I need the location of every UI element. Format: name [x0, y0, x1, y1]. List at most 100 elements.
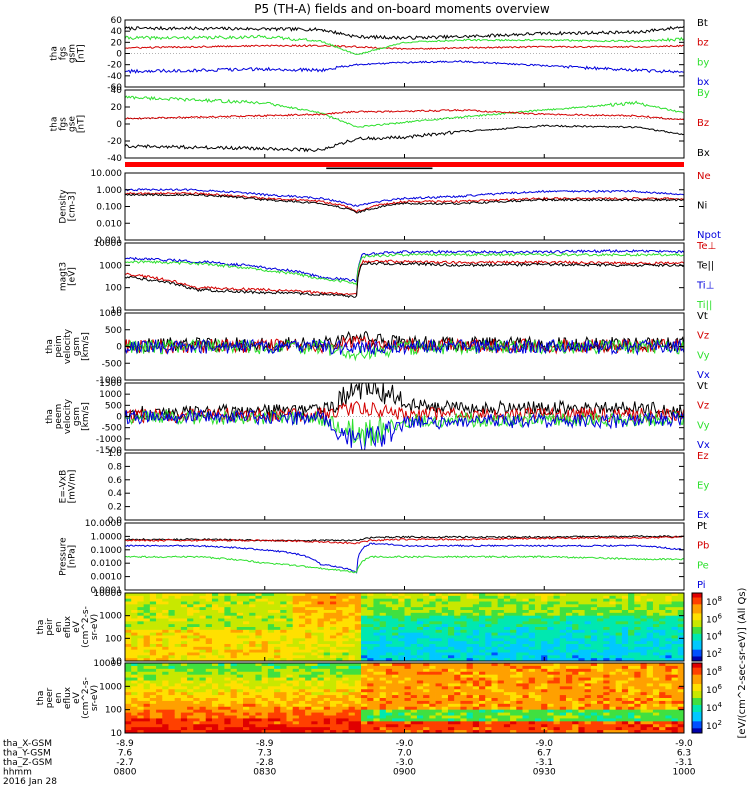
- spectrogram-cell: [516, 709, 523, 713]
- spectrogram-cell: [348, 629, 356, 634]
- spectrogram-cell: [292, 593, 300, 597]
- series-line-Bt: [124, 25, 685, 41]
- spectrogram-cell: [286, 721, 294, 725]
- spectrogram-cell: [187, 621, 194, 625]
- spectrogram-cell: [410, 700, 418, 705]
- spectrogram-cell: [410, 641, 418, 645]
- spectrogram-cell: [156, 641, 163, 645]
- spectrogram-cell: [628, 610, 635, 614]
- spectrogram-cell: [441, 724, 449, 728]
- spectrogram-cell: [609, 612, 617, 617]
- spectrogram-cell: [441, 709, 449, 713]
- spectrogram-cell: [311, 677, 318, 681]
- spectrogram-cell: [665, 692, 672, 696]
- spectrogram-cell: [174, 655, 182, 659]
- spectrogram-cell: [249, 668, 256, 673]
- spectrogram-cell: [410, 665, 418, 670]
- spectrogram-cell: [379, 692, 387, 696]
- spectrogram-cell: [193, 607, 200, 611]
- spectrogram-cell: [342, 671, 349, 676]
- spectrogram-cell: [615, 686, 623, 690]
- spectrogram-cell: [125, 700, 132, 705]
- spectrogram-cell: [392, 686, 399, 690]
- spectrogram-cell: [168, 721, 176, 725]
- spectrogram-cell: [137, 698, 145, 702]
- spectrogram-cell: [305, 658, 312, 662]
- spectrogram-cell: [199, 698, 207, 702]
- spectrogram-cell: [416, 615, 424, 619]
- spectrogram-cell: [646, 652, 654, 656]
- spectrogram-cell: [156, 658, 163, 662]
- spectrogram-cell: [236, 610, 244, 614]
- spectrogram-cell: [249, 595, 256, 600]
- spectrogram-cell: [336, 658, 343, 662]
- spectrogram-cell: [125, 604, 132, 608]
- spectrogram-cell: [373, 644, 381, 648]
- spectrogram-cell: [479, 709, 486, 713]
- spectrogram-cell: [435, 680, 443, 684]
- spectrogram-cell: [398, 665, 405, 670]
- spectrogram-cell: [149, 595, 157, 600]
- spectrogram-cell: [156, 601, 163, 605]
- colorbar-label: [eV/(cm^2-sec-sr-eV)] (All Qs): [737, 587, 748, 738]
- spectrogram-cell: [193, 618, 200, 622]
- spectrogram-cell: [435, 615, 443, 619]
- spectrogram-cell: [373, 680, 381, 684]
- spectrogram-cell: [168, 601, 176, 605]
- spectrogram-cell: [131, 715, 138, 719]
- spectrogram-cell: [205, 618, 213, 622]
- spectrogram-cell: [640, 730, 648, 734]
- spectrogram-cell: [559, 652, 567, 656]
- spectrogram-cell: [491, 641, 499, 645]
- spectrogram-cell: [665, 646, 672, 651]
- legend-Ni: Ni: [697, 201, 707, 212]
- spectrogram-cell: [460, 635, 468, 639]
- spectrogram-cell: [392, 652, 399, 656]
- spectrogram-cell: [267, 595, 275, 600]
- spectrogram-cell: [230, 724, 238, 728]
- legend-Pi: Pi: [697, 580, 706, 591]
- spectrogram-cell: [373, 718, 381, 722]
- spectrogram-cell: [243, 615, 250, 619]
- spectrogram-cell: [497, 718, 505, 722]
- colorbar-band: [692, 633, 702, 637]
- spectrogram-cell: [224, 595, 231, 600]
- spectrogram-cell: [354, 692, 362, 696]
- spectrogram-cell: [609, 709, 617, 713]
- spectrogram-cell: [578, 655, 586, 659]
- spectrogram-cell: [485, 618, 492, 622]
- spectrogram-cell: [466, 695, 474, 699]
- spectrogram-cell: [398, 604, 405, 608]
- spectrogram-cell: [609, 680, 617, 684]
- spectrogram-cell: [125, 680, 132, 684]
- spectrogram-cell: [373, 649, 381, 653]
- spectrogram-cell: [410, 671, 418, 676]
- legend-Ex: Ex: [697, 510, 709, 521]
- spectrogram-cell: [286, 668, 294, 673]
- ylabel-fgs_gsm: [nT]: [77, 44, 87, 62]
- spectrogram-cell: [565, 635, 573, 639]
- spectrogram-cell: [174, 624, 182, 628]
- spectrogram-cell: [435, 677, 443, 681]
- spectrogram-cell: [503, 718, 511, 722]
- spectrogram-cell: [143, 721, 151, 725]
- spectrogram-cell: [224, 709, 231, 713]
- spectrogram-cell: [404, 677, 412, 681]
- spectrogram-cell: [398, 615, 405, 619]
- spectrogram-cell: [156, 727, 163, 731]
- spectrogram-cell: [323, 689, 331, 693]
- spectrogram-cell: [454, 689, 461, 693]
- spectrogram-cell: [597, 595, 604, 600]
- spectrogram-cell: [547, 632, 554, 636]
- series-line-bx: [124, 60, 685, 74]
- spectrogram-cell: [211, 665, 219, 670]
- spectrogram-cell: [497, 677, 505, 681]
- spectrogram-cell: [230, 610, 238, 614]
- spectrogram-cell: [385, 730, 393, 734]
- spectrogram-cell: [646, 677, 654, 681]
- spectrogram-cell: [671, 689, 679, 693]
- spectrogram-cell: [503, 692, 511, 696]
- spectrogram-cell: [479, 674, 486, 678]
- spectrogram-cell: [553, 718, 561, 722]
- spectrogram-cell: [398, 629, 405, 634]
